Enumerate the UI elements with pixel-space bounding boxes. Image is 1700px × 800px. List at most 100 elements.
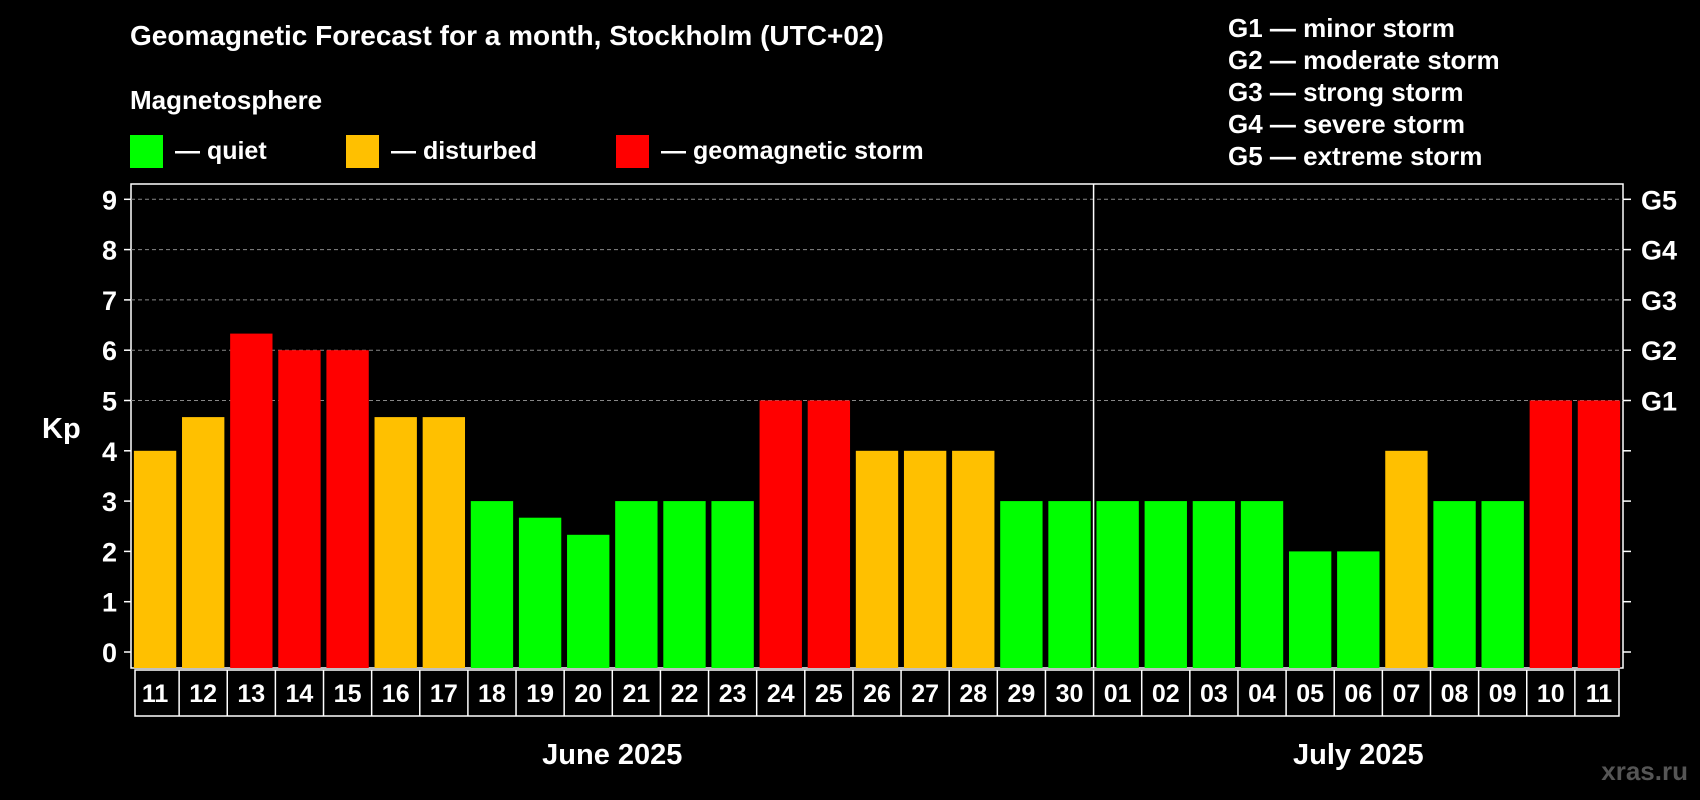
kp-bar (1481, 501, 1524, 668)
date-label: 10 (1537, 680, 1565, 708)
kp-bar (278, 350, 321, 668)
date-label: 11 (142, 680, 169, 708)
kp-bar (470, 501, 514, 668)
kp-bar (952, 450, 995, 668)
date-label: 24 (767, 680, 795, 708)
kp-bar (1000, 501, 1043, 668)
date-row-frame (134, 669, 1620, 717)
date-label: 17 (430, 680, 458, 708)
date-label: 08 (1441, 680, 1469, 708)
kp-bar (1144, 501, 1187, 668)
y-tick-label: 5 (102, 387, 117, 417)
g-level-label: G3 (1641, 286, 1677, 316)
watermark: xras.ru (1601, 756, 1688, 786)
date-label: 18 (478, 680, 506, 708)
kp-bar (1337, 551, 1380, 668)
date-label: 07 (1393, 680, 1421, 708)
magnetosphere-label: Magnetosphere (130, 85, 323, 115)
legend-item-quiet: — quiet (130, 134, 267, 168)
kp-bar (855, 450, 899, 668)
kp-bar (1096, 501, 1139, 668)
y-tick-label: 2 (102, 537, 117, 567)
kp-bar (326, 350, 369, 668)
kp-bar (567, 534, 610, 668)
y-tick-label: 7 (102, 286, 117, 316)
y-tick-label: 3 (102, 487, 117, 517)
kp-bar (1048, 501, 1091, 668)
g-scale-item: G4 — severe storm (1228, 109, 1466, 139)
date-label: 13 (237, 680, 265, 708)
date-label: 20 (574, 680, 602, 708)
date-label: 09 (1489, 680, 1517, 708)
legend-label-quiet: — quiet (175, 136, 267, 165)
date-label: 01 (1104, 680, 1132, 708)
date-label: 02 (1152, 680, 1180, 708)
date-label: 05 (1296, 680, 1324, 708)
y-tick-label: 6 (102, 336, 117, 366)
date-label: 30 (1056, 680, 1084, 708)
kp-bar (1529, 400, 1572, 668)
kp-bar (518, 517, 562, 668)
kp-bar (374, 417, 417, 668)
g-level-label: G5 (1641, 185, 1677, 215)
date-label: 06 (1344, 680, 1372, 708)
legend-swatch-disturbed (346, 134, 379, 168)
legend-swatch-storm (616, 134, 649, 168)
kp-bar (1240, 501, 1284, 668)
kp-bar (1433, 501, 1476, 668)
date-label: 27 (911, 680, 939, 708)
chart-title: Geomagnetic Forecast for a month, Stockh… (130, 20, 884, 51)
date-label: 19 (526, 680, 554, 708)
date-label: 11 (1586, 680, 1613, 708)
kp-bar (759, 400, 802, 668)
month-label: July 2025 (1293, 739, 1424, 771)
legend-label-storm: — geomagnetic storm (661, 136, 924, 165)
g-scale-item: G5 — extreme storm (1228, 141, 1483, 171)
month-label: June 2025 (542, 739, 682, 771)
kp-bar (1288, 551, 1332, 668)
legend-item-storm: — geomagnetic storm (616, 134, 924, 168)
y-tick-label: 8 (102, 236, 117, 266)
kp-bar (1192, 501, 1236, 668)
kp-bar (422, 417, 466, 668)
kp-bar (903, 450, 947, 668)
g-scale-item: G2 — moderate storm (1228, 45, 1500, 75)
date-label: 25 (815, 680, 843, 708)
date-label: 03 (1200, 680, 1228, 708)
date-label: 04 (1248, 680, 1276, 708)
date-label: 16 (382, 680, 410, 708)
legend-swatch-quiet (130, 134, 163, 168)
date-label: 15 (334, 680, 362, 708)
kp-bar (133, 450, 177, 668)
legend-item-disturbed: — disturbed (346, 134, 537, 168)
kp-bar (230, 333, 273, 668)
y-axis-title: Kp (42, 413, 81, 445)
legend-label-disturbed: — disturbed (391, 136, 537, 165)
date-label: 26 (863, 680, 891, 708)
g-scale-legend: G1 — minor storm G2 — moderate storm G3 … (1228, 12, 1500, 172)
kp-bar (182, 417, 225, 668)
y-tick-label: 4 (102, 437, 117, 467)
date-label: 22 (671, 680, 699, 708)
y-tick-label: 1 (102, 588, 117, 618)
date-label: 21 (622, 680, 650, 708)
g-level-label: G2 (1641, 336, 1677, 366)
kp-bar (615, 501, 658, 668)
date-label: 28 (959, 680, 987, 708)
g-scale-item: G3 — strong storm (1228, 77, 1464, 107)
g-scale-item: G1 — minor storm (1228, 13, 1455, 43)
date-label: 23 (719, 680, 747, 708)
kp-bar (711, 501, 754, 668)
g-level-label: G1 (1641, 387, 1677, 417)
g-level-label: G4 (1641, 236, 1677, 266)
date-label: 29 (1007, 680, 1035, 708)
kp-bar (1577, 400, 1621, 668)
date-label: 12 (189, 680, 217, 708)
kp-bar (807, 400, 851, 668)
kp-bar (1385, 450, 1428, 668)
y-tick-label: 0 (102, 638, 117, 668)
kp-bar (663, 501, 706, 668)
y-tick-label: 9 (102, 185, 117, 215)
date-label: 14 (286, 680, 314, 708)
